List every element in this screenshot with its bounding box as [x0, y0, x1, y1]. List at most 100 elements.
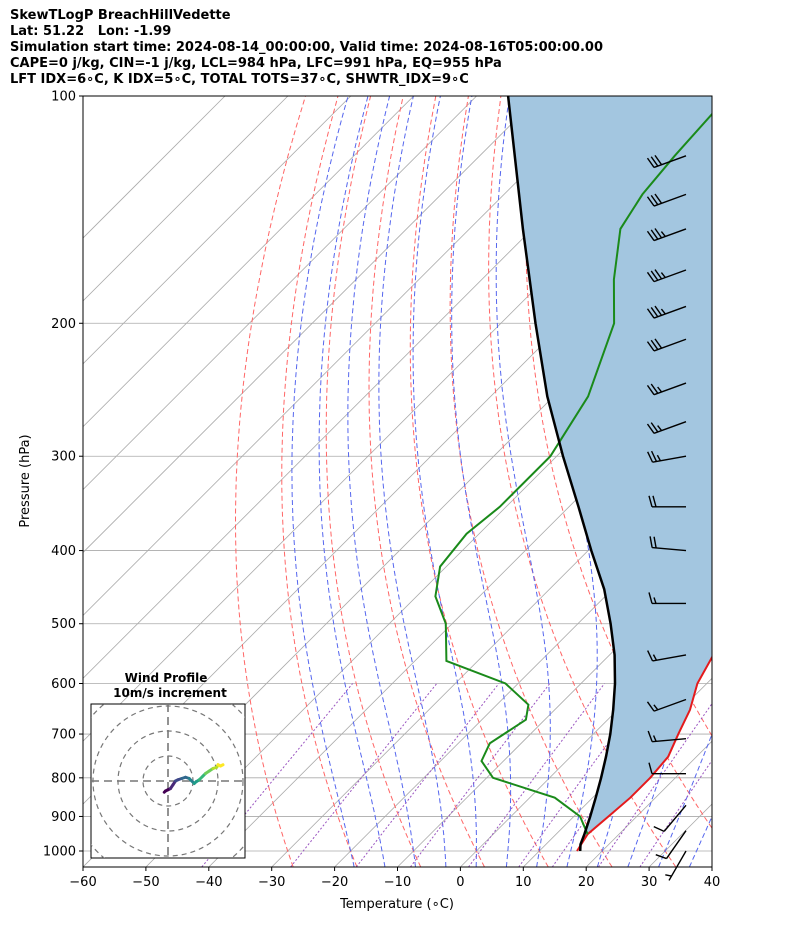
barb-flag [647, 650, 654, 662]
mixing-ratio-line [355, 683, 500, 867]
x-tick-label: −60 [69, 875, 96, 890]
barb-flag [650, 194, 659, 206]
wind-barb [646, 382, 687, 396]
barb-half-flag [656, 454, 662, 462]
hodograph [91, 704, 245, 858]
mixing-ratio-line [468, 683, 605, 867]
x-tick-label: 0 [456, 875, 464, 890]
dry-adiabat [368, 96, 485, 867]
barb-flag [655, 854, 667, 860]
barb-flag [646, 196, 655, 207]
barb-flag [654, 154, 663, 166]
cape-line: CAPE=0 j/kg, CIN=-1 j/kg, LCL=984 hPa, L… [10, 56, 502, 71]
barb-half-flag [657, 425, 663, 432]
barb-flag [647, 451, 654, 463]
barb-flag [646, 384, 655, 396]
isotherm-line [775, 96, 794, 867]
location-line: Lat: 51.22 Lon: -1.99 [10, 24, 172, 39]
wind-barb [655, 830, 687, 860]
barb-flag [653, 825, 665, 833]
barb-half-flag [653, 704, 659, 711]
y-tick-label: 1000 [43, 845, 76, 860]
x-tick-label: −40 [195, 875, 222, 890]
barb-flag [648, 592, 653, 604]
wind-barb [646, 698, 687, 712]
wind-barb [647, 450, 687, 463]
barb-half-flag [665, 874, 672, 877]
chart-title: SkewTLogP BreachHillVedette [10, 8, 231, 23]
y-tick-label: 100 [51, 90, 76, 105]
y-tick-label: 200 [51, 317, 76, 332]
isotherm-line [145, 300, 712, 867]
barb-flag [646, 423, 655, 434]
barb-flag [650, 156, 659, 167]
dry-adiabat [729, 96, 794, 867]
temperature-line [576, 655, 712, 852]
barb-staff [653, 338, 687, 352]
barb-half-flag [652, 735, 657, 742]
cape-area [508, 96, 712, 845]
y-tick-label: 700 [51, 728, 76, 743]
mixing-ratio-line [518, 683, 653, 867]
parcel-line [506, 96, 617, 852]
barb-flag [648, 495, 653, 507]
x-axis: −60 −50 −40 −30 −20 −10 0 10 20 30 40 [69, 867, 720, 890]
wind-barb [646, 338, 687, 352]
barb-staff [652, 546, 687, 552]
x-tick-label: −10 [384, 875, 411, 890]
moist-adiabat [627, 96, 712, 867]
x-tick-label: 20 [578, 875, 595, 890]
dry-adiabat [281, 96, 358, 867]
barb-flag [646, 308, 655, 319]
wind-barb [648, 762, 686, 775]
barb-flag [650, 307, 659, 318]
y-axis: 100 200 300 400 500 600 700 800 900 1000 [43, 90, 83, 860]
wind-barb [647, 730, 687, 743]
barb-staff [652, 654, 687, 662]
barb-flag [647, 730, 653, 742]
moist-adiabat [495, 96, 551, 867]
inset-title: Wind Profile [125, 671, 208, 685]
isotherm-line [83, 96, 477, 491]
y-tick-label: 600 [51, 677, 76, 692]
barb-half-flag [657, 386, 663, 393]
barb-flag [650, 450, 658, 462]
y-tick-label: 400 [51, 544, 76, 559]
mixing-ratio-line [639, 759, 712, 867]
barb-staff [653, 421, 687, 434]
barb-staff [653, 698, 687, 712]
barb-flag [646, 701, 655, 712]
barb-flag [646, 271, 655, 283]
barb-flag [650, 383, 659, 394]
y-tick-label: 500 [51, 617, 76, 632]
wind-barb [649, 536, 687, 552]
barb-flag [646, 157, 655, 168]
dry-adiabat [488, 96, 677, 867]
chart-header: SkewTLogP BreachHillVedette Lat: 51.22 L… [10, 8, 603, 88]
inset-frame [90, 703, 246, 859]
barb-flag [646, 341, 655, 352]
barb-flag [650, 229, 659, 240]
wind-barb [647, 650, 687, 662]
wind-barb [648, 495, 686, 508]
x-tick-label: −50 [132, 875, 159, 890]
wind-barb [646, 228, 687, 242]
barb-flag [654, 338, 663, 349]
dry-adiabat [525, 96, 712, 829]
moist-adiabat [658, 732, 712, 867]
dry-adiabat [235, 96, 306, 867]
moist-adiabat [378, 96, 447, 867]
isotherm-line [83, 96, 226, 239]
moist-adiabat [720, 96, 794, 867]
barb-flag [649, 536, 653, 548]
barb-staff [653, 382, 687, 396]
barb-staff [652, 738, 687, 743]
y-tick-label: 900 [51, 810, 76, 825]
mixing-ratio-line [290, 683, 438, 867]
barb-flag [654, 305, 663, 316]
wind-barb [646, 154, 687, 169]
barb-staff [653, 305, 687, 319]
barb-staff [653, 193, 687, 207]
x-axis-label: Temperature (∘C) [339, 897, 454, 912]
